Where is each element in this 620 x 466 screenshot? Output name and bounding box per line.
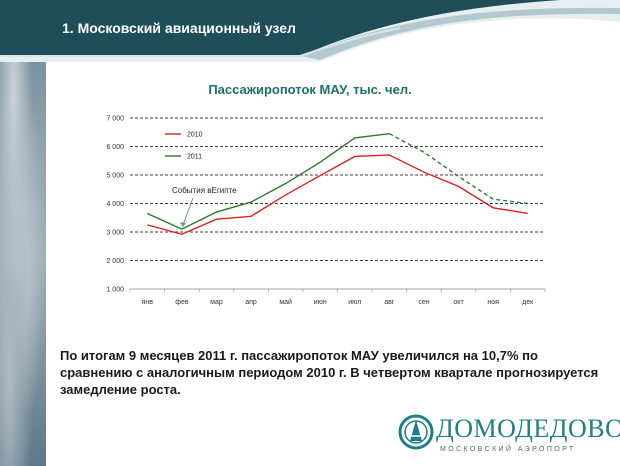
x-tick-label: окт	[453, 299, 464, 306]
annotation-label: События вЕгипте	[172, 186, 237, 195]
x-tick-label: янв	[142, 299, 154, 306]
header-banner	[0, 0, 620, 62]
chart-title: Пассажиропоток МАУ, тыс. чел.	[208, 82, 412, 97]
series-line-2011	[147, 132, 390, 230]
legend-label: 2010	[187, 132, 203, 139]
x-tick-label: май	[279, 298, 292, 306]
x-tick-label: июн	[314, 299, 327, 306]
slide-title: 1. Московский авиационный узел	[62, 20, 296, 36]
domodedovo-logo: ДОМОДЕДОВО МОСКОВСКИЙ АЭРОПОРТ	[398, 412, 620, 462]
logo-emblem-icon	[398, 414, 434, 450]
y-tick-label: 1 000	[106, 287, 124, 294]
x-tick-label: сен	[418, 299, 429, 306]
x-tick-label: фев	[175, 299, 189, 306]
series-forecast-line-2011	[389, 133, 528, 205]
logo-subtitle: МОСКОВСКИЙ АЭРОПОРТ	[440, 446, 576, 453]
y-tick-label: 3 000	[106, 230, 124, 237]
sky-background	[0, 0, 46, 466]
series-line-2010	[147, 154, 528, 236]
y-tick-label: 2 000	[106, 258, 124, 265]
y-tick-label: 7 000	[106, 116, 124, 123]
x-tick-label: апр	[245, 299, 257, 306]
y-tick-label: 4 000	[106, 201, 124, 208]
y-tick-label: 6 000	[106, 144, 124, 151]
x-tick-label: авг	[384, 299, 395, 306]
annotation-arrowhead	[179, 222, 186, 228]
annotation-arrow	[182, 197, 194, 226]
x-tick-label: дек	[522, 299, 534, 306]
x-tick-label: июл	[348, 299, 361, 306]
x-tick-label: ноя	[487, 299, 499, 306]
y-tick-label: 5 000	[106, 173, 124, 180]
summary-text: По итогам 9 месяцев 2011 г. пассажиропот…	[60, 348, 599, 397]
logo-name: ДОМОДЕДОВО	[436, 414, 620, 443]
x-tick-label: мар	[210, 299, 223, 306]
legend-label: 2011	[187, 154, 202, 161]
line-chart: 1 000 2 000 3 000 4 000 5 000 6 000 7 000 янв фе…	[106, 116, 546, 306]
